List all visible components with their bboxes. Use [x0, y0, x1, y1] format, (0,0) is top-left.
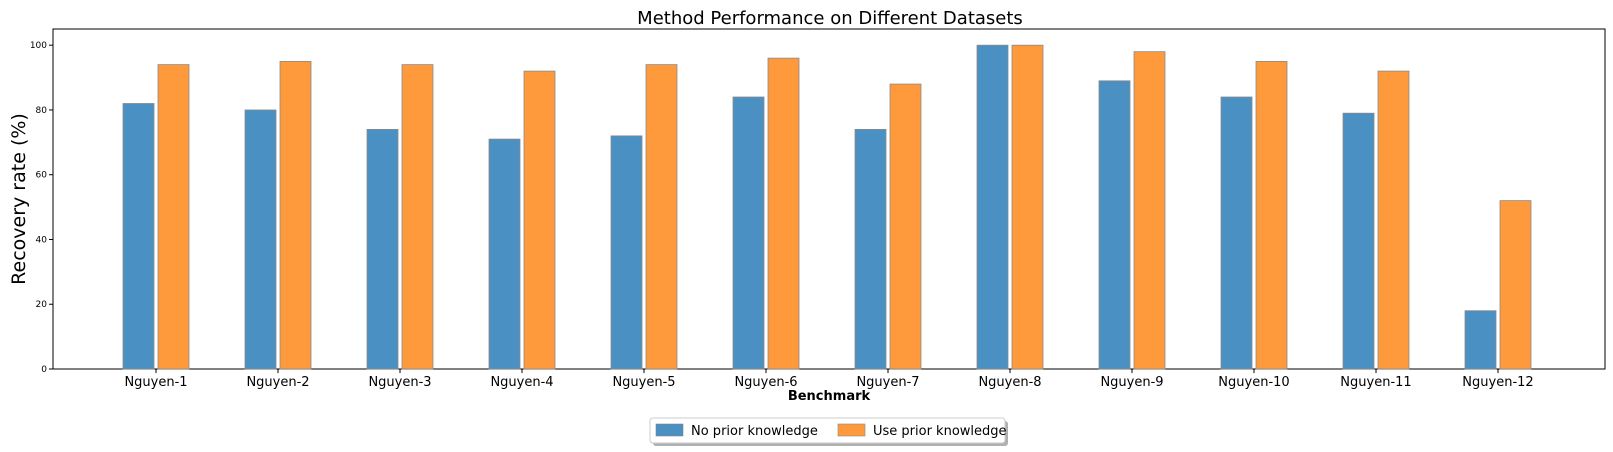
bar-use-prior-nguyen-3 — [402, 65, 433, 369]
bar-no-prior-nguyen-8 — [977, 45, 1008, 369]
bar-use-prior-nguyen-11 — [1378, 71, 1409, 369]
y-tick-label: 40 — [36, 235, 48, 245]
legend-label-no-prior: No prior knowledge — [691, 424, 818, 439]
x-tick-label: Nguyen-5 — [612, 375, 675, 390]
bar-no-prior-nguyen-11 — [1343, 113, 1374, 369]
x-tick-label: Nguyen-8 — [978, 375, 1041, 390]
x-tick-label: Nguyen-9 — [1100, 375, 1163, 390]
bar-use-prior-nguyen-9 — [1134, 52, 1165, 369]
y-tick-label: 100 — [30, 41, 47, 51]
bars-layer — [123, 45, 1531, 369]
x-tick-label: Nguyen-10 — [1218, 375, 1289, 390]
bar-use-prior-nguyen-2 — [280, 61, 311, 369]
bar-no-prior-nguyen-5 — [611, 136, 642, 369]
bar-use-prior-nguyen-6 — [768, 58, 799, 369]
bar-use-prior-nguyen-12 — [1500, 201, 1531, 369]
bar-use-prior-nguyen-10 — [1256, 61, 1287, 369]
bar-no-prior-nguyen-3 — [367, 129, 398, 369]
y-tick-label: 80 — [36, 106, 48, 116]
x-tick-label: Nguyen-7 — [856, 375, 919, 390]
y-axis: 0 20 40 60 80 100 — [30, 41, 53, 375]
x-tick-label: Nguyen-12 — [1462, 375, 1533, 390]
y-tick-label: 60 — [36, 171, 48, 181]
x-tick-label: Nguyen-1 — [124, 375, 187, 390]
x-tick-label: Nguyen-2 — [246, 375, 309, 390]
bar-no-prior-nguyen-12 — [1465, 311, 1496, 369]
x-axis-label: Benchmark — [788, 389, 871, 404]
legend-swatch-use-prior — [838, 424, 865, 436]
bar-use-prior-nguyen-1 — [158, 65, 189, 369]
y-axis-label: Recovery rate (%) — [8, 113, 30, 285]
x-tick-label: Nguyen-4 — [490, 375, 553, 390]
bar-use-prior-nguyen-7 — [890, 84, 921, 369]
y-tick-label: 0 — [41, 365, 47, 375]
x-tick-label: Nguyen-11 — [1340, 375, 1411, 390]
chart-title: Method Performance on Different Datasets — [637, 8, 1023, 29]
bar-no-prior-nguyen-7 — [855, 129, 886, 369]
x-tick-label: Nguyen-6 — [734, 375, 797, 390]
bar-use-prior-nguyen-5 — [646, 65, 677, 369]
bar-no-prior-nguyen-9 — [1099, 81, 1130, 369]
legend: No prior knowledge Use prior knowledge — [650, 418, 1008, 446]
bar-use-prior-nguyen-4 — [524, 71, 555, 369]
legend-swatch-no-prior — [656, 424, 683, 436]
x-axis: Nguyen-1 Nguyen-2 Nguyen-3 Nguyen-4 Nguyen-5… — [124, 369, 1533, 390]
bar-no-prior-nguyen-2 — [245, 110, 276, 369]
bar-no-prior-nguyen-10 — [1221, 97, 1252, 369]
bar-no-prior-nguyen-6 — [733, 97, 764, 369]
legend-label-use-prior: Use prior knowledge — [873, 424, 1007, 439]
bar-no-prior-nguyen-4 — [489, 139, 520, 369]
bar-use-prior-nguyen-8 — [1012, 45, 1043, 369]
bar-no-prior-nguyen-1 — [123, 103, 154, 369]
y-tick-label: 20 — [36, 300, 48, 310]
x-tick-label: Nguyen-3 — [368, 375, 431, 390]
